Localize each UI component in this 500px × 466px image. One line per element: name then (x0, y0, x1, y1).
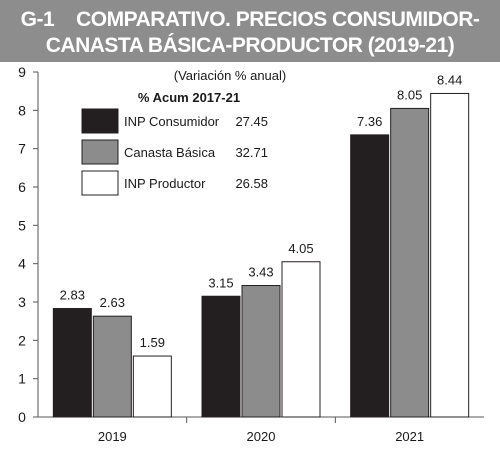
bar-canasta-b-sica-2019 (92, 315, 132, 418)
chart-title-line-1: G-1 COMPARATIVO. PRECIOS CONSUMIDOR- (0, 8, 500, 32)
bar-inp-consumidor-2019 (52, 308, 92, 418)
y-tick-label: 0 (18, 409, 26, 425)
legend: INP Consumidor 27.45 Canasta Básica 32.71 IN… (81, 108, 268, 196)
bar-inp-productor-2019 (132, 355, 172, 418)
bar-canasta-b-sica-2021 (390, 107, 430, 418)
bar-inp-productor-2020 (281, 261, 321, 418)
bar-inp-consumidor-2020 (201, 295, 241, 418)
chart-title-line-2: CANASTA BÁSICA-PRODUCTOR (2019-21) (45, 34, 455, 57)
bar-value-label: 4.05 (288, 241, 313, 256)
y-tick-label: 7 (18, 141, 26, 157)
legend-label: Canasta Básica (124, 145, 216, 160)
y-tick-label: 5 (18, 217, 26, 233)
bar-value-label: 1.59 (140, 335, 165, 350)
y-tick-label: 1 (18, 371, 26, 387)
bar-canasta-b-sica-2020 (241, 285, 281, 418)
chart-subtitle: (Variación % anual) (174, 68, 286, 83)
legend-swatch (81, 170, 119, 196)
legend-label: INP Consumidor (124, 114, 220, 129)
bar-value-label: 3.15 (208, 275, 233, 290)
y-tick-label: 9 (18, 64, 26, 80)
bar-value-label: 7.36 (357, 114, 382, 129)
chart-code: G-1 (20, 8, 55, 31)
legend-accum-value: 27.45 (235, 114, 268, 129)
chart-title-text: COMPARATIVO. PRECIOS CONSUMIDOR- (76, 8, 480, 31)
legend-swatch (81, 108, 119, 134)
legend-title: % Acum 2017-21 (138, 90, 240, 105)
y-tick-label: 3 (18, 294, 26, 310)
bar-value-label: 2.63 (100, 295, 125, 310)
bar-value-label: 3.43 (248, 265, 273, 280)
bar-value-label: 8.44 (437, 72, 462, 87)
y-tick-label: 8 (18, 102, 26, 118)
legend-swatch (81, 139, 119, 165)
legend-label: INP Productor (124, 176, 206, 191)
x-tick-label: 2020 (247, 429, 276, 444)
bars: 2.83 2.63 1.59 3.15 3.43 4.05 7.36 8.05 8.44 (52, 72, 470, 418)
legend-accum-value: 32.71 (235, 145, 268, 160)
x-tick-label: 2021 (395, 429, 424, 444)
y-tick-label: 2 (18, 332, 26, 348)
axes: 0 1 2 3 4 5 6 7 8 9 2019 2020 2021 (18, 64, 484, 444)
y-tick-label: 4 (18, 256, 26, 272)
y-tick-label: 6 (18, 179, 26, 195)
bar-inp-productor-2021 (430, 92, 470, 418)
title-banner: G-1 COMPARATIVO. PRECIOS CONSUMIDOR- CANA… (0, 0, 500, 62)
legend-accum-value: 26.58 (235, 176, 268, 191)
x-tick-label: 2019 (98, 429, 127, 444)
bar-inp-consumidor-2021 (350, 134, 390, 418)
bar-value-label: 2.83 (60, 288, 85, 303)
bar-value-label: 8.05 (397, 87, 422, 102)
